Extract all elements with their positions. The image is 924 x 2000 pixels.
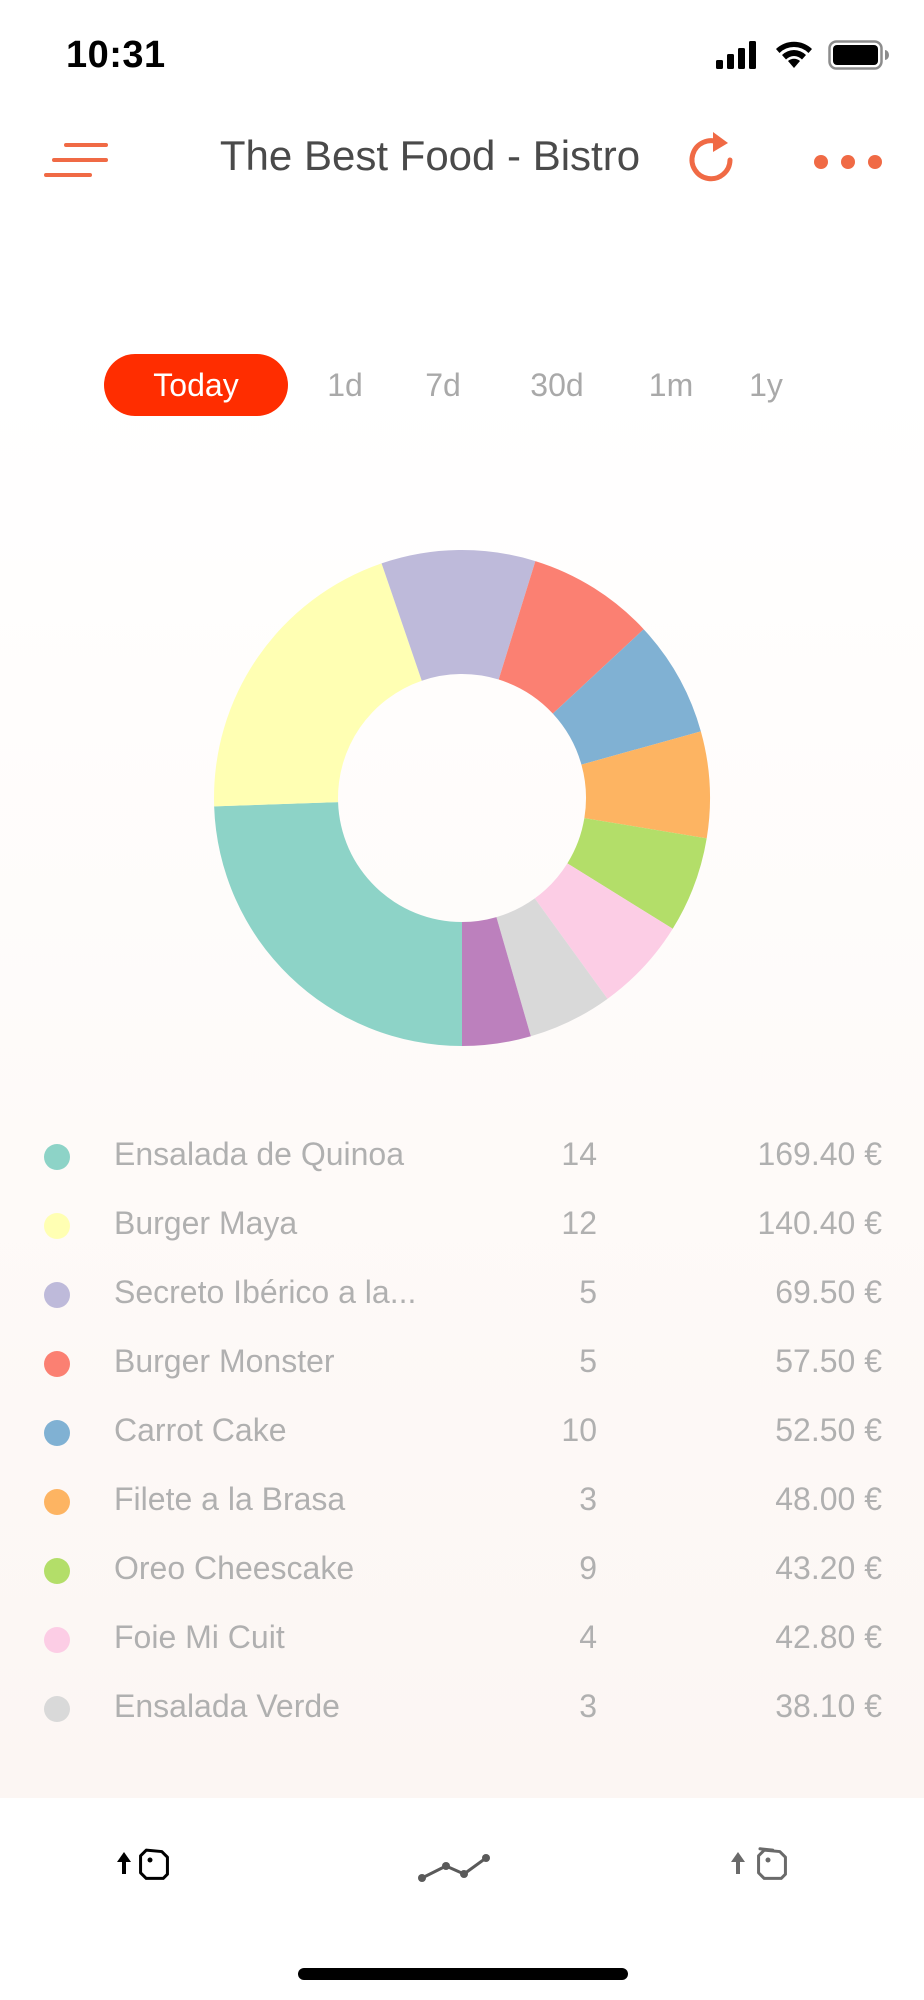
list-item[interactable]: Burger Maya 12 140.40 € [0,1189,924,1258]
product-amount: 169.40 € [757,1136,882,1172]
legend-color-dot [44,1696,70,1722]
product-name: Oreo Cheescake [114,1550,355,1586]
period-selector: Today 1d 7d 30d 1m 1y [0,354,924,418]
legend-color-dot [44,1558,70,1584]
home-indicator [298,1968,628,1980]
list-item[interactable]: Oreo Cheescake 9 43.20 € [0,1534,924,1603]
product-name: Ensalada de Quinoa [114,1136,404,1172]
donut-slice[interactable] [214,563,422,807]
product-name: Secreto Ibérico a la... [114,1274,417,1310]
product-quantity: 5 [579,1274,597,1310]
legend-color-dot [44,1420,70,1446]
product-quantity: 14 [561,1136,597,1172]
list-item[interactable]: Ensalada Verde 3 38.10 € [0,1672,924,1741]
menu-icon[interactable] [44,140,108,186]
list-item[interactable]: Filete a la Brasa 3 48.00 € [0,1465,924,1534]
product-name: Foie Mi Cuit [114,1619,285,1655]
product-quantity: 5 [579,1343,597,1379]
period-tab-today[interactable]: Today [104,354,288,416]
product-amount: 69.50 € [775,1274,882,1310]
list-item[interactable]: Burger Monster 5 57.50 € [0,1327,924,1396]
product-name: Burger Monster [114,1343,335,1379]
cellular-signal-icon [716,41,756,69]
product-name: Burger Maya [114,1205,298,1241]
product-quantity: 3 [579,1481,597,1517]
status-time: 10:31 [66,34,166,76]
donut-slice[interactable] [214,802,462,1046]
list-item[interactable]: Secreto Ibérico a la... 5 69.50 € [0,1258,924,1327]
donut-slice[interactable] [567,818,707,929]
donut-svg [214,550,710,1046]
header: The Best Food - Bistro [0,120,924,200]
battery-icon [828,40,889,70]
period-tab-7d[interactable]: 7d [425,367,461,403]
product-name: Filete a la Brasa [114,1481,346,1517]
status-bar: 10:31 [0,0,924,110]
legend-color-dot [44,1213,70,1239]
list-item[interactable]: Ensalada de Quinoa 14 169.40 € [0,1120,924,1189]
donut-slice[interactable] [534,863,673,999]
product-quantity: 4 [579,1619,597,1655]
wifi-icon [776,41,812,68]
product-amount: 57.50 € [775,1343,882,1379]
product-quantity: 9 [579,1550,597,1586]
legend-color-dot [44,1144,70,1170]
sales-donut-chart [212,548,712,1048]
product-amount: 48.00 € [775,1481,882,1517]
period-tab-30d[interactable]: 30d [530,367,584,403]
status-icons [716,40,890,70]
top-products-icon[interactable] [100,1838,190,1898]
refresh-icon[interactable] [686,130,742,190]
legend-color-dot [44,1489,70,1515]
product-name: Ensalada Verde [114,1688,340,1724]
legend-color-dot [44,1351,70,1377]
bottom-tab-bar [0,1798,924,2000]
product-amount: 38.10 € [775,1688,882,1724]
bottom-products-icon[interactable] [718,1838,808,1898]
more-options-icon[interactable] [812,148,884,176]
donut-slice[interactable] [498,561,644,714]
page-title: The Best Food - Bistro [219,132,641,179]
product-amount: 140.40 € [757,1205,882,1241]
product-quantity: 10 [561,1412,597,1448]
period-tab-1d[interactable]: 1d [327,367,363,403]
product-name: Carrot Cake [114,1412,287,1448]
product-amount: 42.80 € [775,1619,882,1655]
period-tab-1m[interactable]: 1m [648,367,694,403]
legend-color-dot [44,1282,70,1308]
product-quantity: 3 [579,1688,597,1724]
product-amount: 52.50 € [775,1412,882,1448]
product-quantity: 12 [561,1205,597,1241]
list-item[interactable]: Carrot Cake 10 52.50 € [0,1396,924,1465]
product-amount: 43.20 € [775,1550,882,1586]
list-item[interactable]: Foie Mi Cuit 4 42.80 € [0,1603,924,1672]
donut-slice[interactable] [462,917,531,1046]
donut-slice[interactable] [581,731,710,839]
donut-slice[interactable] [552,629,701,765]
period-tab-1y[interactable]: 1y [749,367,783,403]
donut-slice[interactable] [496,898,608,1037]
donut-slice[interactable] [381,550,536,681]
legend-color-dot [44,1627,70,1653]
trend-line-icon[interactable] [416,1838,506,1898]
